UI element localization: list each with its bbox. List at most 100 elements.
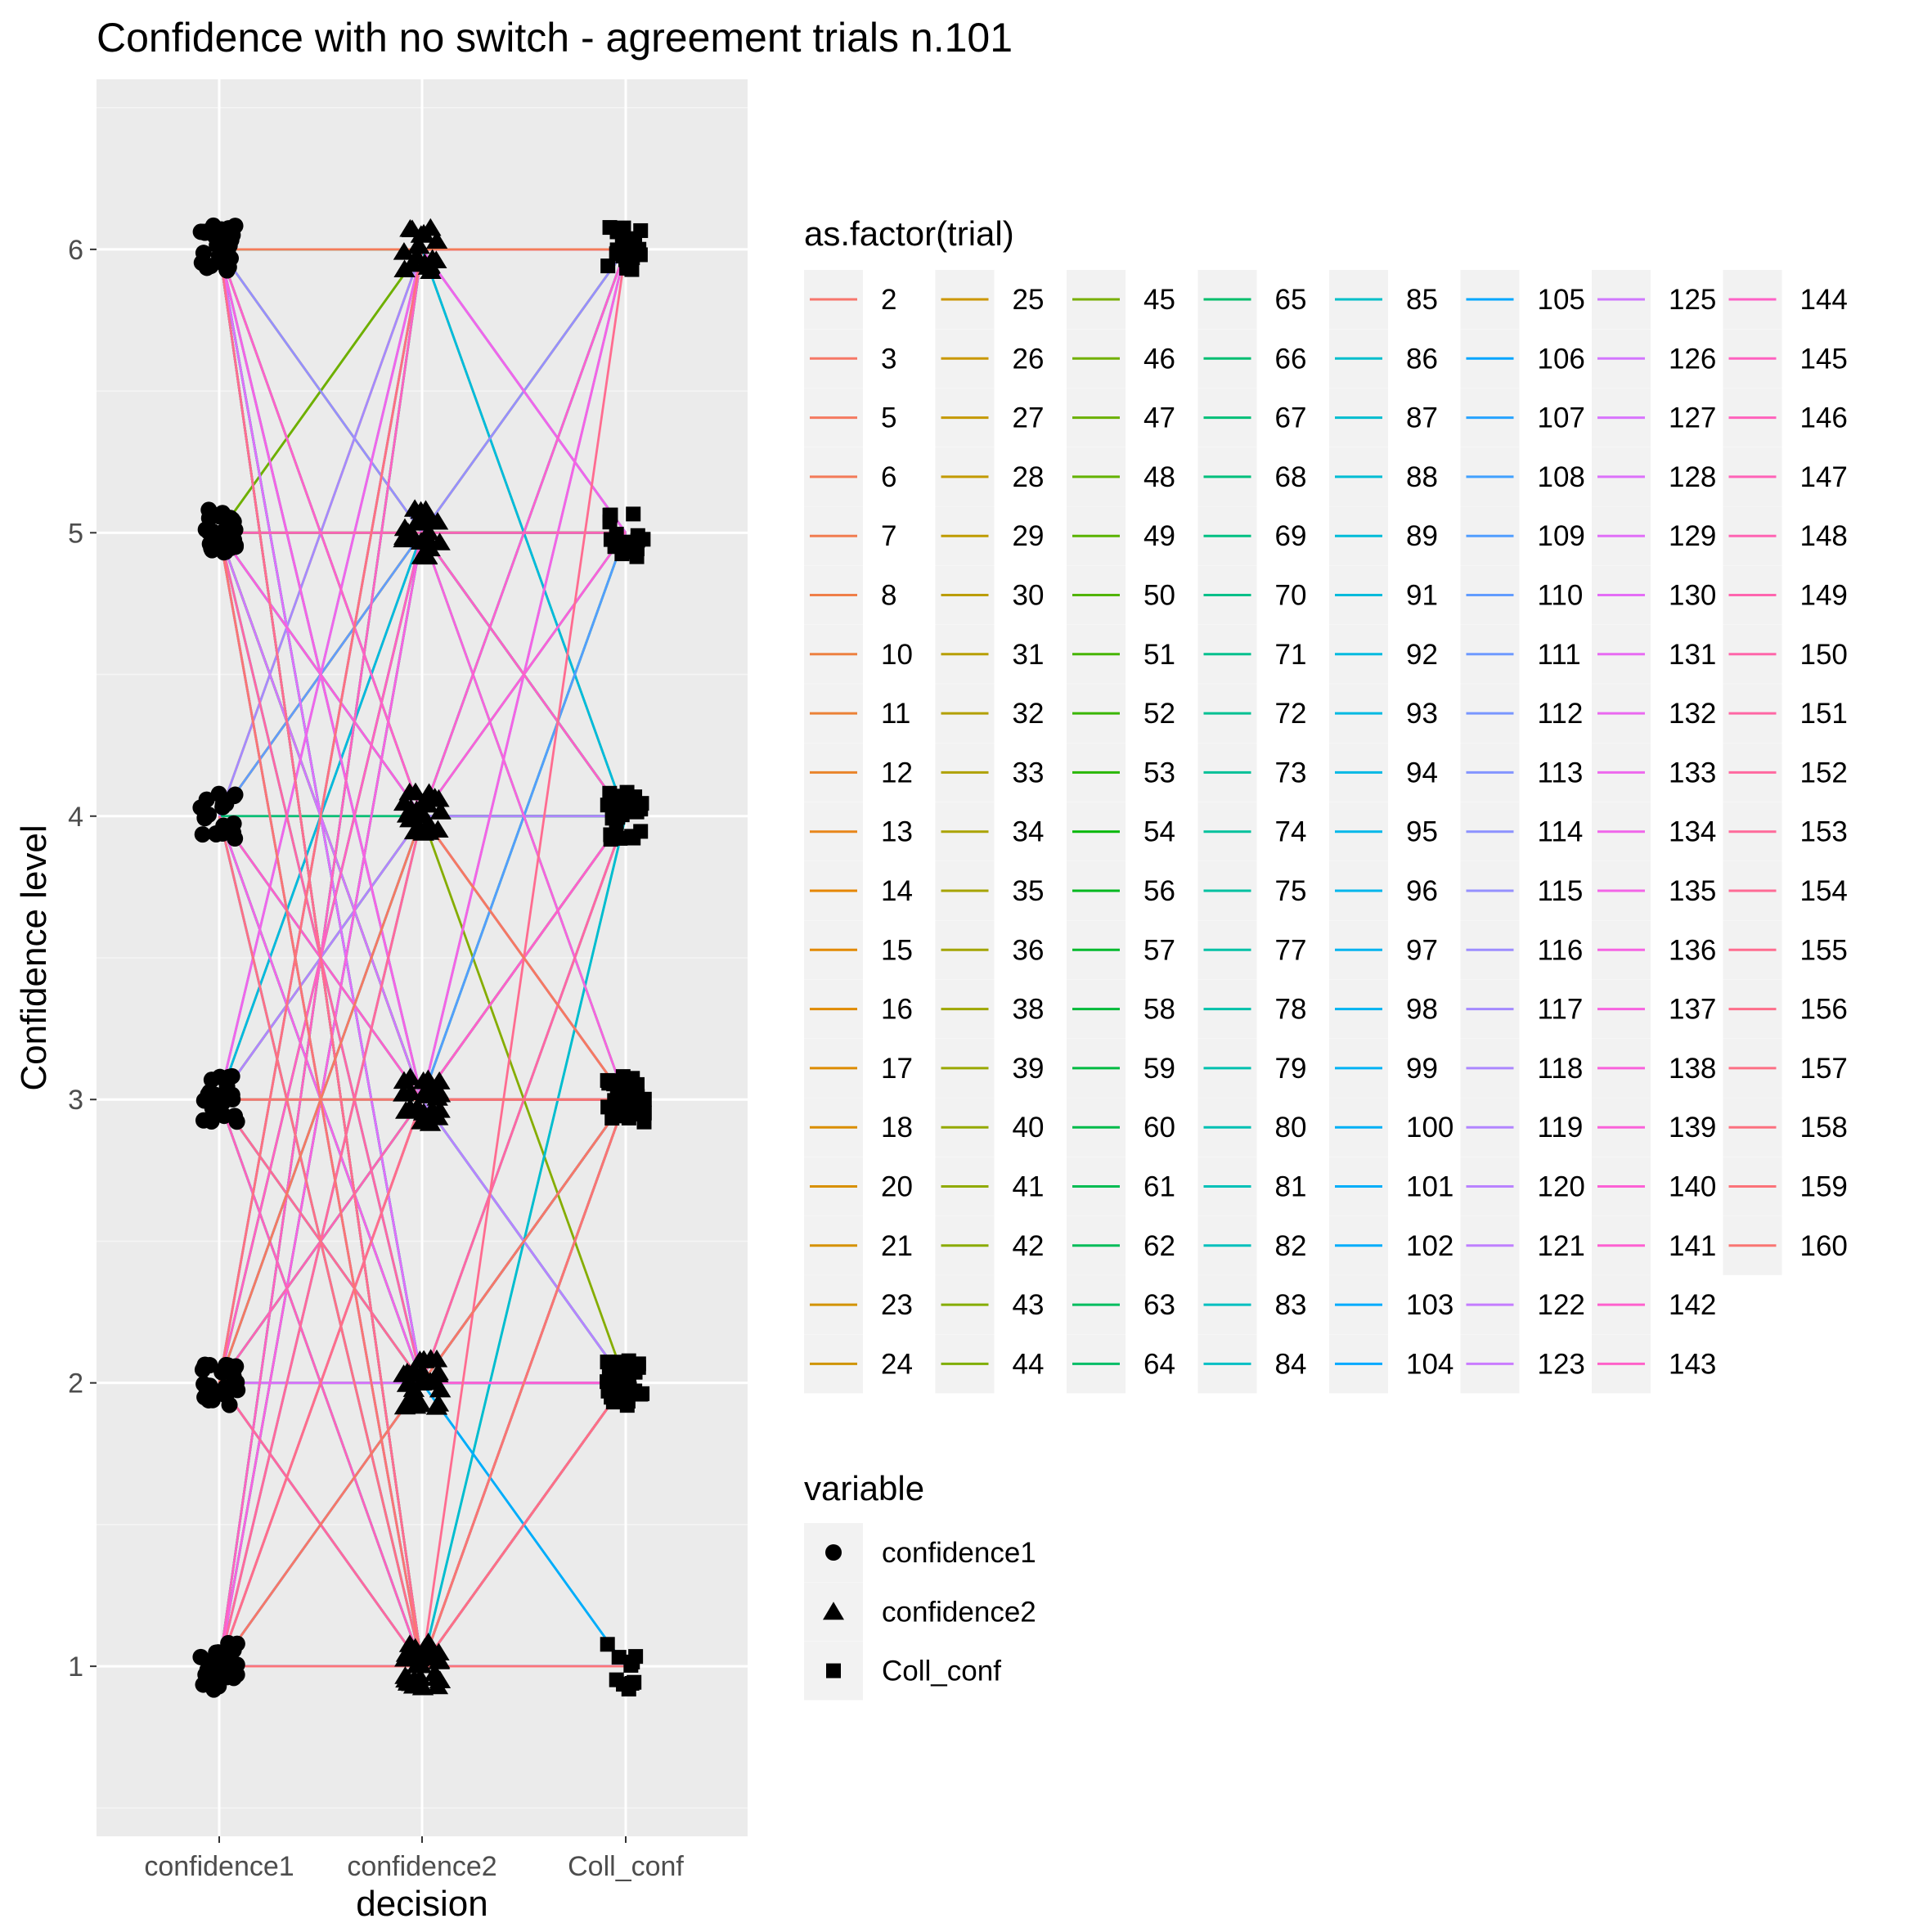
point-coll-conf	[636, 1092, 651, 1108]
legend-label-trial-63: 63	[1143, 1289, 1175, 1321]
legend-label-trial-74: 74	[1275, 816, 1307, 848]
legend-label-trial-82: 82	[1275, 1230, 1307, 1262]
legend-label-trial-99: 99	[1406, 1053, 1438, 1085]
legend-label-trial-39: 39	[1013, 1053, 1045, 1085]
point-confidence2	[414, 1109, 437, 1127]
point-confidence1	[213, 1087, 231, 1104]
legend-label-trial-6: 6	[881, 461, 896, 493]
legend-label-trial-70: 70	[1275, 580, 1307, 612]
legend-label-trial-88: 88	[1406, 461, 1438, 493]
point-confidence2	[393, 1071, 416, 1090]
legend-label-trial-42: 42	[1013, 1230, 1045, 1262]
point-confidence2	[399, 218, 421, 237]
point-coll-conf	[606, 1099, 622, 1115]
legend-label-trial-153: 153	[1800, 816, 1848, 848]
point-confidence2	[426, 511, 449, 530]
legend-label-trial-32: 32	[1013, 698, 1045, 730]
point-confidence1	[213, 1364, 231, 1381]
point-confidence2	[408, 1391, 430, 1410]
point-confidence2	[408, 799, 431, 818]
legend-label-trial-159: 159	[1800, 1171, 1848, 1203]
x-tick-label-Coll_conf: Coll_conf	[568, 1851, 684, 1882]
point-confidence2	[401, 1673, 423, 1692]
point-confidence2	[428, 1642, 450, 1661]
legend-label-trial-67: 67	[1275, 402, 1307, 434]
legend-label-trial-142: 142	[1669, 1289, 1716, 1321]
legend-label-trial-157: 157	[1800, 1053, 1848, 1085]
point-coll-conf	[626, 506, 641, 522]
square-icon	[826, 1663, 841, 1678]
legend-label-trial-54: 54	[1143, 816, 1175, 848]
legend-label-trial-97: 97	[1406, 934, 1438, 966]
legend-label-trial-15: 15	[881, 934, 913, 966]
legend-label-trial-150: 150	[1800, 639, 1848, 671]
point-confidence1	[209, 236, 226, 254]
legend-label-trial-120: 120	[1538, 1171, 1585, 1203]
legend-label-trial-5: 5	[881, 402, 896, 434]
point-confidence1	[194, 826, 211, 843]
legend-label-trial-147: 147	[1800, 461, 1848, 493]
point-confidence1	[192, 1648, 209, 1665]
point-confidence2	[429, 1084, 452, 1103]
point-confidence1	[225, 815, 242, 832]
legend-label-trial-89: 89	[1406, 520, 1438, 552]
legend-label-trial-111: 111	[1538, 639, 1581, 671]
legend-label-trial-125: 125	[1669, 284, 1716, 316]
legend-label-trial-160: 160	[1800, 1230, 1848, 1262]
legend-label-trial-128: 128	[1669, 461, 1716, 493]
legend-label-trial-50: 50	[1143, 580, 1175, 612]
y-tick-label: 5	[68, 518, 83, 549]
shape-legend-title: variable	[804, 1469, 924, 1507]
point-confidence1	[200, 501, 218, 519]
point-confidence2	[427, 1363, 449, 1381]
legend-label-trial-151: 151	[1800, 698, 1848, 730]
legend-label-trial-75: 75	[1275, 875, 1307, 907]
legend-label-trial-79: 79	[1275, 1053, 1307, 1085]
point-confidence2	[428, 1651, 451, 1669]
shape-legend: confidence1 confidence2 Coll_conf	[804, 1523, 1036, 1701]
point-confidence2	[396, 1374, 419, 1392]
legend-label-trial-44: 44	[1013, 1348, 1045, 1380]
point-confidence1	[195, 1676, 212, 1693]
x-tick-label-confidence2: confidence2	[347, 1851, 496, 1882]
legend-label-trial-109: 109	[1538, 520, 1585, 552]
legend-label-trial-108: 108	[1538, 461, 1585, 493]
point-confidence1	[201, 1377, 218, 1395]
legend-label-trial-84: 84	[1275, 1348, 1307, 1380]
circle-icon	[825, 1544, 842, 1561]
point-confidence1	[228, 1113, 245, 1130]
legend-label-trial-101: 101	[1406, 1171, 1453, 1203]
legend-label-trial-141: 141	[1669, 1230, 1716, 1262]
legend-label-trial-87: 87	[1406, 402, 1438, 434]
legend-label-trial-136: 136	[1669, 934, 1716, 966]
legend-label-trial-56: 56	[1143, 875, 1175, 907]
legend-label-trial-16: 16	[881, 994, 913, 1026]
y-tick-label: 6	[68, 235, 83, 266]
point-confidence2	[411, 1362, 434, 1380]
legend-label-trial-155: 155	[1800, 934, 1848, 966]
legend-label-trial-149: 149	[1800, 580, 1848, 612]
legend-label-trial-18: 18	[881, 1112, 913, 1143]
point-confidence2	[407, 236, 429, 254]
point-confidence1	[208, 825, 225, 842]
point-confidence2	[425, 250, 447, 268]
point-confidence2	[408, 1644, 430, 1663]
legend-label-trial-140: 140	[1669, 1171, 1716, 1203]
legend-label-trial-152: 152	[1800, 757, 1848, 789]
legend-label-trial-98: 98	[1406, 994, 1438, 1026]
legend-label-trial-49: 49	[1143, 520, 1175, 552]
legend-label-trial-68: 68	[1275, 461, 1307, 493]
shape-legend-label-confidence2: confidence2	[882, 1596, 1036, 1628]
legend-label-trial-106: 106	[1538, 343, 1585, 375]
point-confidence1	[197, 521, 214, 538]
legend-label-trial-116: 116	[1538, 934, 1584, 966]
point-confidence1	[218, 795, 235, 812]
point-confidence2	[429, 802, 452, 820]
point-confidence1	[222, 1636, 239, 1653]
legend-label-trial-29: 29	[1013, 520, 1045, 552]
legend-label-trial-94: 94	[1406, 757, 1438, 789]
legend-label-trial-112: 112	[1538, 698, 1584, 730]
legend-label-trial-130: 130	[1669, 580, 1716, 612]
legend-label-trial-91: 91	[1406, 580, 1438, 612]
